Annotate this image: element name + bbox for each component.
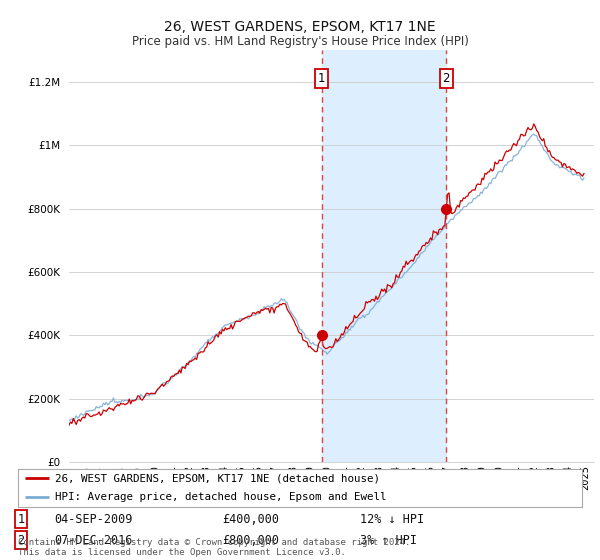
Text: Price paid vs. HM Land Registry's House Price Index (HPI): Price paid vs. HM Land Registry's House … bbox=[131, 35, 469, 48]
Bar bbox=[322, 50, 446, 462]
Text: 1: 1 bbox=[318, 72, 325, 85]
Text: 3% ↑ HPI: 3% ↑ HPI bbox=[360, 534, 417, 547]
Text: £400,000: £400,000 bbox=[222, 512, 279, 526]
Text: 2: 2 bbox=[443, 72, 450, 85]
Text: 12% ↓ HPI: 12% ↓ HPI bbox=[360, 512, 424, 526]
Text: £800,000: £800,000 bbox=[222, 534, 279, 547]
Text: Contains HM Land Registry data © Crown copyright and database right 2024.
This d: Contains HM Land Registry data © Crown c… bbox=[18, 538, 410, 557]
Text: 04-SEP-2009: 04-SEP-2009 bbox=[54, 512, 133, 526]
Text: 26, WEST GARDENS, EPSOM, KT17 1NE (detached house): 26, WEST GARDENS, EPSOM, KT17 1NE (detac… bbox=[55, 473, 380, 483]
Text: 07-DEC-2016: 07-DEC-2016 bbox=[54, 534, 133, 547]
Text: 1: 1 bbox=[17, 512, 25, 526]
Text: 26, WEST GARDENS, EPSOM, KT17 1NE: 26, WEST GARDENS, EPSOM, KT17 1NE bbox=[164, 20, 436, 34]
Text: 2: 2 bbox=[17, 534, 25, 547]
Text: HPI: Average price, detached house, Epsom and Ewell: HPI: Average price, detached house, Epso… bbox=[55, 492, 386, 502]
